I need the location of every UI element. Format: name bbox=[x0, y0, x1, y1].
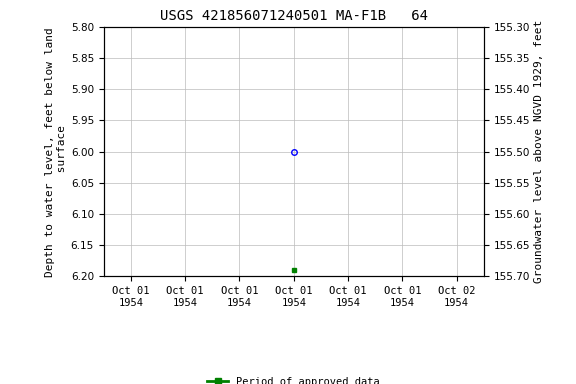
Y-axis label: Groundwater level above NGVD 1929, feet: Groundwater level above NGVD 1929, feet bbox=[534, 20, 544, 283]
Y-axis label: Depth to water level, feet below land
 surface: Depth to water level, feet below land su… bbox=[45, 27, 67, 276]
Title: USGS 421856071240501 MA-F1B   64: USGS 421856071240501 MA-F1B 64 bbox=[160, 9, 428, 23]
Legend: Period of approved data: Period of approved data bbox=[203, 373, 384, 384]
